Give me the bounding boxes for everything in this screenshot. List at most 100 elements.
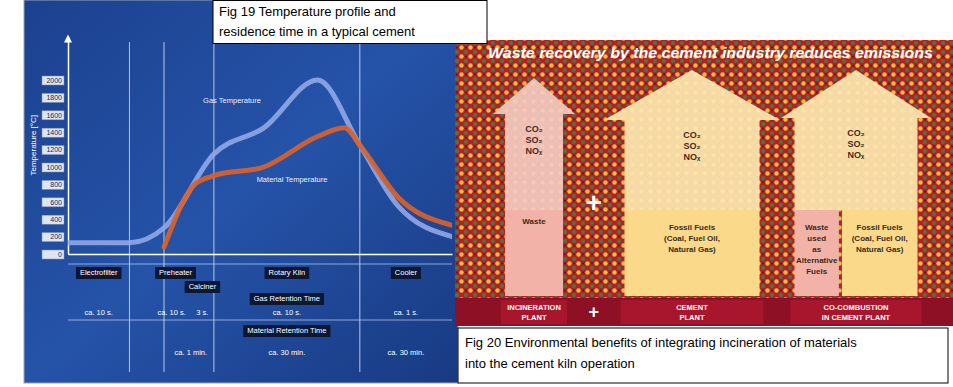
emission-label: CO₂	[683, 130, 701, 140]
emission-label: SO₂	[683, 141, 700, 151]
series-line	[164, 128, 452, 247]
input-label: Waste	[805, 223, 829, 232]
gas-retention-value: 3 s.	[196, 308, 208, 317]
material-retention-value: ca. 30 min.	[388, 348, 425, 357]
y-tick: 1200	[42, 146, 68, 155]
stage-label: Electrofilter	[80, 268, 118, 277]
row-rule	[68, 264, 452, 265]
stage-label-box	[185, 281, 221, 293]
material-retention-label-box	[243, 325, 330, 337]
row-rule	[68, 320, 452, 321]
y-tick: 600	[42, 198, 68, 207]
input-label: Fossil Fuels	[857, 223, 904, 232]
y-tick: 400	[42, 215, 68, 224]
infographic-pattern	[455, 40, 953, 326]
page: 0 200 400 600 800 1000 1200 1400 1600 1800 2000 Tem…	[0, 0, 953, 387]
x-axis	[69, 254, 453, 255]
gas-retention-value: ca. 10 s.	[85, 308, 113, 317]
stage-labels: ElectrofilterPreheaterCalcinerRotary Kil…	[76, 267, 421, 293]
emission-arrow	[604, 70, 780, 210]
stage-label-box	[391, 267, 421, 279]
stage-label: Rotary Kiln	[269, 268, 306, 277]
caption-line: Fig 20 Environmental benefits of integra…	[465, 335, 857, 350]
emission-label: SO₂	[847, 139, 864, 149]
caption-line: residence time in a typical cement	[219, 24, 415, 39]
input-label: Natural Gas)	[856, 245, 904, 254]
y-tick: 200	[42, 233, 68, 242]
stage-label-box	[76, 267, 122, 279]
y-tick-label: 400	[50, 216, 62, 223]
material-retention-label: Material Retention Time	[247, 326, 326, 335]
plant-label: CEMENT	[676, 303, 708, 312]
caption-box	[458, 328, 948, 383]
y-tick: 0	[42, 250, 68, 259]
retention-times: Gas Retention Time ca. 10 s. ca. 10 s. 3 s.…	[85, 293, 425, 357]
y-tick-label-box	[42, 250, 64, 259]
y-axis-line	[68, 37, 70, 255]
caption-line: Fig 19 Temperature profile and	[219, 4, 396, 19]
plot-area	[68, 80, 452, 247]
y-axis: 0 200 400 600 800 1000 1200 1400 1600 1800 2000	[42, 37, 69, 259]
y-tick-label: 600	[50, 199, 62, 206]
y-tick-label: 2000	[46, 77, 62, 84]
emission-column: CO₂SO₂NOₓWaste	[493, 78, 575, 296]
y-tick-label: 1400	[46, 129, 62, 136]
section-divider	[213, 42, 214, 372]
infographic-background	[455, 40, 953, 326]
plant-banner: INCINERATIONPLANTCEMENTPLANTCO-COMBUSTIO…	[455, 298, 953, 326]
gas-retention-value: ca. 10 s.	[273, 308, 301, 317]
material-retention-value: ca. 30 min.	[269, 348, 306, 357]
emission-label: NOₓ	[526, 146, 544, 156]
y-tick: 2000	[42, 76, 68, 85]
gas-retention-value: ca. 10 s.	[158, 308, 186, 317]
banner-background	[455, 298, 953, 326]
temperature-profile-panel: 0 200 400 600 800 1000 1200 1400 1600 1800 2000 Tem…	[24, 0, 458, 383]
y-tick-label: 1600	[46, 112, 62, 119]
panel-background	[24, 0, 458, 383]
y-tick-label-box	[42, 146, 64, 155]
plant-label: PLANT	[522, 313, 547, 322]
y-tick-label: 0	[58, 251, 62, 258]
y-tick-label-box	[42, 93, 64, 102]
input-label: Fuels	[806, 267, 827, 276]
y-tick-label-box	[42, 111, 64, 120]
stage-label-box	[265, 267, 310, 279]
figure-20-caption: Fig 20 Environmental benefits of integra…	[458, 328, 948, 383]
y-tick-label: 1800	[46, 94, 62, 101]
y-tick-label: 1000	[46, 164, 62, 171]
input-label: (Coal, Fuel Oil,	[664, 234, 720, 243]
emission-label: NOₓ	[684, 152, 702, 162]
y-tick-label-box	[42, 128, 64, 137]
emission-label: NOₓ	[848, 150, 866, 160]
y-tick: 1600	[42, 111, 68, 120]
y-tick-label-box	[42, 198, 64, 207]
y-tick: 1800	[42, 93, 68, 102]
caption-line: into the cement kiln operation	[465, 356, 635, 371]
caption-box	[213, 1, 487, 44]
y-tick-label-box	[42, 233, 64, 242]
plus-sign: +	[586, 187, 602, 218]
y-tick-label: 200	[50, 233, 62, 240]
y-tick: 1400	[42, 128, 68, 137]
y-tick-label-box	[42, 180, 64, 189]
y-tick-label-box	[42, 76, 64, 85]
stage-label: Calciner	[189, 282, 217, 291]
input-box	[795, 210, 839, 296]
input-label: (Coal, Fuel Oil,	[852, 234, 908, 243]
y-axis-title: Temperature [°C]	[29, 115, 38, 176]
section-divider	[359, 42, 360, 372]
emission-column: CO₂SO₂NOₓWasteusedasAlternativeFuelsFoss…	[781, 70, 931, 296]
material-retention-value: ca. 1 min.	[175, 348, 208, 357]
emission-label: SO₂	[525, 135, 542, 145]
input-label: used	[807, 234, 826, 243]
y-tick-label: 1200	[46, 146, 62, 153]
section-divider	[129, 42, 130, 372]
emission-column: CO₂SO₂NOₓFossil Fuels(Coal, Fuel Oil,Nat…	[604, 70, 780, 296]
y-tick-label-box	[42, 215, 64, 224]
figure-page: 0 200 400 600 800 1000 1200 1400 1600 1800 2000 Tem…	[0, 0, 953, 387]
section-dividers	[68, 42, 452, 372]
figure-19-caption: Fig 19 Temperature profile and residence …	[213, 1, 487, 44]
x-axis-line	[69, 254, 453, 256]
gas-retention-label: Gas Retention Time	[254, 294, 320, 303]
y-tick: 800	[42, 180, 68, 189]
